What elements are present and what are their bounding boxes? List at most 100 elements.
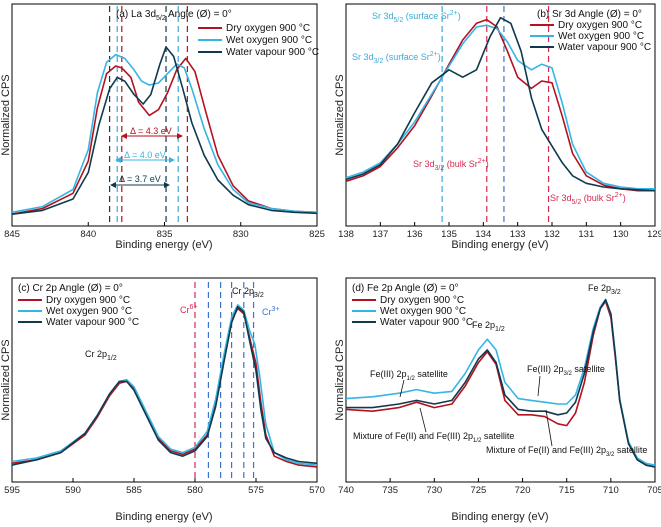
fe-sat12-pointer (399, 379, 405, 398)
series-c-water (11, 305, 318, 466)
series-a-water (11, 46, 318, 215)
series-b-water (345, 16, 656, 192)
panel-b-xlabel: Binding energy (eV) (451, 239, 548, 251)
sr-surface-32-label: Sr 3d3/2 (surface Sr2+) (352, 51, 441, 65)
fe-mix32-label: Mixture of Fe(II) and Fe(III) 2p3/2 sate… (486, 445, 647, 458)
tick-label-b-130: 130 (613, 229, 629, 240)
panel-c-xlabel: Binding energy (eV) (115, 511, 212, 523)
panel-b: 138 137 136 135 134 133 132 131 130 129 (b) Sr 3d… (334, 3, 661, 251)
tick-label-c-590: 590 (65, 485, 81, 496)
fe-mix12-label: Mixture of Fe(II) and Fe(III) 2p1/2 sate… (353, 431, 514, 444)
panel-a-ticks: 845 840 835 830 825 (4, 222, 325, 240)
tick-label-d-710: 710 (603, 485, 619, 496)
legend-d-dry: Dry oxygen 900 °C (380, 295, 464, 306)
tick-label-a-845: 845 (4, 229, 20, 240)
panel-c-legend: Dry oxygen 900 °C Wet oxygen 900 °C Wate… (18, 295, 139, 328)
panel-d-ylabel: Normalized CPS (334, 339, 346, 420)
tick-label-c-580: 580 (187, 485, 203, 496)
cr3-label: Cr3+ (262, 306, 279, 317)
tick-label-b-134: 134 (475, 229, 491, 240)
legend-a-wet: Wet oxygen 900 °C (226, 35, 312, 46)
delta-3-label: Δ = 3.7 eV (119, 174, 161, 184)
panel-a-xlabel: Binding energy (eV) (115, 239, 212, 251)
panel-b-guides (441, 6, 550, 226)
panel-d-legend: Dry oxygen 900 °C Wet oxygen 900 °C Wate… (352, 295, 473, 328)
tick-label-d-725: 725 (470, 485, 486, 496)
delta-2-label: Δ = 4.0 eV (124, 150, 166, 160)
panel-b-frame (345, 3, 656, 227)
legend-b-dry: Dry oxygen 900 °C (558, 20, 642, 31)
panel-b-ylabel: Normalized CPS (334, 74, 346, 155)
tick-label-b-129: 129 (647, 229, 661, 240)
tick-label-b-135: 135 (441, 229, 457, 240)
panel-c: 595 590 585 580 575 570 (c) Cr 2p Angle (Ø) =… (0, 277, 325, 523)
series-a-wet (11, 53, 318, 214)
panel-c-ticks: 595 590 585 580 575 570 (4, 478, 325, 496)
tick-label-a-835: 835 (157, 229, 173, 240)
series-a-dry (11, 57, 318, 215)
tick-label-c-575: 575 (248, 485, 264, 496)
panel-d-plot (345, 298, 656, 468)
tick-label-a-830: 830 (233, 229, 249, 240)
panel-a-legend: Dry oxygen 900 °C Wet oxygen 900 °C Wate… (198, 23, 319, 58)
tick-label-c-585: 585 (126, 485, 142, 496)
tick-label-d-740: 740 (338, 485, 354, 496)
tick-label-a-840: 840 (80, 229, 96, 240)
legend-a-dry: Dry oxygen 900 °C (226, 23, 310, 34)
panel-c-ylabel: Normalized CPS (0, 339, 12, 420)
series-b-wet (345, 24, 655, 190)
cr6-label: Cr6+ (180, 304, 197, 315)
panel-d-frame (345, 277, 656, 483)
legend-d-wet: Wet oxygen 900 °C (380, 306, 466, 317)
legend-b-wet: Wet oxygen 900 °C (558, 31, 644, 42)
panel-b-legend: Dry oxygen 900 °C Wet oxygen 900 °C Wate… (530, 20, 651, 53)
fe-sat32-label: Fe(III) 2p3/2 satellite (527, 364, 605, 377)
panel-a-guides (108, 6, 188, 226)
tick-label-b-131: 131 (578, 229, 594, 240)
legend-d-water: Water vapour 900 °C (380, 317, 473, 328)
tick-label-b-137: 137 (372, 229, 388, 240)
panel-b-title: (b) Sr 3d Angle (Ø) = 0° (537, 9, 642, 20)
delta-1-label: Δ = 4.3 eV (130, 126, 172, 136)
series-c-dry (11, 307, 318, 468)
panel-a-deltas: Δ = 4.3 eV Δ = 4.0 eV Δ = 3.7 eV (110, 126, 183, 188)
legend-c-wet: Wet oxygen 900 °C (46, 306, 132, 317)
tick-label-d-715: 715 (559, 485, 575, 496)
panel-c-title: (c) Cr 2p Angle (Ø) = 0° (18, 283, 123, 294)
panel-d-title: (d) Fe 2p Angle (Ø) = 0° (352, 283, 459, 294)
panel-d-ticks: 740 735 730 725 720 715 710 705 (338, 478, 661, 496)
panel-a-ylabel: Normalized CPS (0, 74, 12, 155)
panel-a-plot (11, 46, 318, 215)
panel-d-xlabel: Binding energy (eV) (451, 511, 548, 523)
panel-a-title: (a) La 3d5/2 Angle (Ø) = 0° (116, 9, 232, 22)
panel-d: 740 735 730 725 720 715 710 705 (d) Fe 2p Angle… (334, 277, 661, 523)
cr-2p32-label: Cr 2p3/2 (232, 286, 264, 299)
legend-c-dry: Dry oxygen 900 °C (46, 295, 130, 306)
fe-2p12-label: Fe 2p1/2 (472, 320, 505, 333)
legend-a-water: Water vapour 900 °C (226, 47, 319, 58)
tick-label-d-705: 705 (647, 485, 661, 496)
panel-c-frame (11, 277, 318, 483)
tick-label-b-138: 138 (338, 229, 354, 240)
sr-surface-52-label: Sr 3d5/2 (surface Sr2+) (372, 10, 461, 24)
cr-2p12-label: Cr 2p1/2 (85, 349, 117, 362)
sr-bulk-52-label: Sr 3d5/2 (bulk Sr2+) (550, 192, 626, 206)
fe-2p32-label: Fe 2p3/2 (588, 283, 621, 296)
fe-mix12-pointer (419, 407, 427, 433)
tick-label-b-132: 132 (544, 229, 560, 240)
fe-mix32-pointer (545, 409, 553, 447)
tick-label-d-735: 735 (382, 485, 398, 496)
fe-sat32-pointer (537, 375, 541, 397)
panel-b-plot (345, 16, 656, 192)
tick-label-a-825: 825 (309, 229, 325, 240)
fe-sat12-label: Fe(III) 2p1/2 satellite (370, 369, 448, 382)
tick-label-d-720: 720 (515, 485, 531, 496)
series-b-dry (345, 18, 655, 192)
tick-label-b-133: 133 (510, 229, 526, 240)
tick-label-c-595: 595 (4, 485, 20, 496)
legend-b-water: Water vapour 900 °C (558, 42, 651, 53)
tick-label-c-570: 570 (309, 485, 325, 496)
series-d-water (346, 298, 656, 468)
tick-label-d-730: 730 (426, 485, 442, 496)
